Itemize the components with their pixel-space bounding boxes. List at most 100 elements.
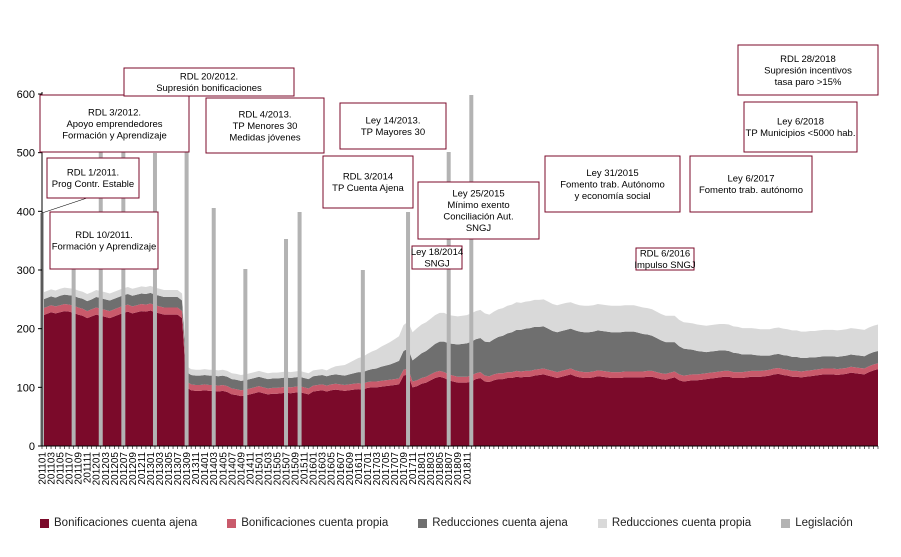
x-tick-label: 201703 xyxy=(372,452,383,486)
legislation-callout-text: Medidas jóvenes xyxy=(229,132,301,143)
x-tick-label: 201507 xyxy=(282,452,293,486)
x-tick-label: 201111 xyxy=(83,452,94,484)
legend-label-bonif-ajena: Bonificaciones cuenta ajena xyxy=(54,517,198,529)
legend-label-reduc-ajena: Reducciones cuenta ajena xyxy=(432,517,568,529)
legislation-callout-text: Formación y Aprendizaje xyxy=(62,130,167,141)
legislation-callout-box xyxy=(39,94,190,153)
x-tick-label: 201209 xyxy=(128,452,139,486)
x-tick-label: 201503 xyxy=(263,452,274,486)
y-tick-label: 500 xyxy=(17,148,35,160)
x-tick-label: 201305 xyxy=(164,452,175,486)
x-tick-label: 201405 xyxy=(218,452,229,486)
legislation-callout-text: Fomento trab. autónomo xyxy=(699,185,803,196)
x-tick-label: 201709 xyxy=(399,452,410,486)
x-tick-label: 201611 xyxy=(354,452,365,485)
y-tick-label: 600 xyxy=(17,89,35,101)
axes-group: 0100200300400500600201101201103201105201… xyxy=(17,89,879,486)
legend-item-legislacion: Legislación xyxy=(781,517,853,529)
x-tick-label: 201401 xyxy=(200,452,211,486)
x-tick-label: 201101 xyxy=(38,452,49,485)
y-tick-label: 200 xyxy=(17,324,35,336)
legend-swatch-reduc-ajena xyxy=(418,518,428,528)
x-tick-label: 201509 xyxy=(291,452,302,486)
x-tick-label: 201409 xyxy=(236,452,247,486)
legislation-callout-box xyxy=(635,247,695,271)
x-tick-label: 201105 xyxy=(56,452,67,485)
legislation-callout-text: TP Cuenta Ajena xyxy=(332,183,404,194)
x-tick-label: 201309 xyxy=(182,452,193,486)
x-tick-label: 201807 xyxy=(444,452,455,486)
x-tick-label: 201803 xyxy=(426,452,437,486)
x-tick-label: 201607 xyxy=(336,452,347,486)
x-tick-label: 201211 xyxy=(137,452,148,485)
x-tick-label: 201109 xyxy=(74,452,85,485)
legislation-callout-text: RDL 10/2011. xyxy=(75,230,133,241)
legislation-callout-text: Formación y Aprendizaje xyxy=(52,242,157,253)
legislation-callout-text: Prog Contr. Estable xyxy=(52,179,134,190)
x-tick-label: 201605 xyxy=(327,452,338,486)
x-tick-label: 201205 xyxy=(110,452,121,486)
legend-swatch-reduc-propia xyxy=(597,518,607,528)
legislation-callout-text: Mínimo exento xyxy=(447,200,509,211)
x-tick-label: 201407 xyxy=(227,452,238,486)
legend-item-reduc-propia: Reducciones cuenta propia xyxy=(597,517,752,529)
legislation-callout-box xyxy=(743,101,858,153)
legislation-callout-text: Apoyo emprendedores xyxy=(66,119,162,130)
area-reducciones-cuenta-propia xyxy=(42,285,878,381)
legend: Bonificaciones cuenta ajena Bonificacion… xyxy=(40,512,890,534)
legislation-callout-box xyxy=(339,102,447,150)
legend-label-reduc-propia: Reducciones cuenta propia xyxy=(611,517,752,529)
legislation-lines-group xyxy=(40,95,474,446)
legislation-callout-text: tasa paro >15% xyxy=(775,77,842,88)
legislation-callout-text: RDL 1/2011. xyxy=(67,168,119,179)
legislation-callout-text: SNGJ xyxy=(466,223,492,234)
legislation-callout-text: y economía social xyxy=(574,191,650,202)
x-tick-label: 201711 xyxy=(408,452,419,485)
legislation-callout-text: Supresión incentivos xyxy=(764,65,852,76)
legislation-callout-box xyxy=(46,157,140,199)
x-tick-label: 201203 xyxy=(101,452,112,486)
x-tick-label: 201511 xyxy=(300,452,311,485)
legislation-callout-text: TP Mayores 30 xyxy=(361,127,425,138)
legend-label-bonif-propia: Bonificaciones cuenta propia xyxy=(241,517,389,529)
legislation-callout-text: RDL 3/2014 xyxy=(343,172,393,183)
legislation-callout-box xyxy=(123,67,295,97)
x-tick-label: 201505 xyxy=(272,452,283,486)
legislation-callout-box xyxy=(49,211,159,270)
x-tick-label: 201805 xyxy=(435,452,446,486)
area-reducciones-cuenta-ajena xyxy=(42,292,878,391)
legend-swatch-bonif-ajena xyxy=(40,518,49,528)
x-tick-label: 201107 xyxy=(65,452,76,485)
legislation-callout-text: RDL 20/2012. xyxy=(180,72,238,83)
area-series-group xyxy=(42,285,878,446)
legend-item-bonif-ajena: Bonificaciones cuenta ajena xyxy=(40,517,197,529)
legend-label-legislacion: Legislación xyxy=(795,517,853,529)
legislation-callout-box xyxy=(205,97,325,154)
legislation-callout-text: Ley 14/2013. xyxy=(366,116,421,127)
legislation-callout-text: Ley 31/2015 xyxy=(586,168,638,179)
legislation-callout-text: Ley 25/2015 xyxy=(452,189,504,200)
legislation-callout-text: Ley 18/2014 xyxy=(411,247,463,258)
x-tick-label: 201201 xyxy=(92,452,103,486)
x-tick-label: 201303 xyxy=(155,452,166,486)
legislation-callout-box xyxy=(417,181,540,240)
legislation-callout-text: Impulso SNGJ xyxy=(634,260,695,271)
x-tick-label: 201801 xyxy=(417,452,428,486)
legislation-callouts-group: RDL 1/2011.Prog Contr. Estable RDL 10/201… xyxy=(39,44,879,271)
x-tick-label: 201811 xyxy=(462,452,473,485)
legislation-callout-box xyxy=(322,155,414,209)
x-tick-label: 201311 xyxy=(191,452,202,485)
x-tick-label: 201301 xyxy=(146,452,157,486)
legislation-callout-box xyxy=(689,155,813,213)
legislation-callout-text: Fomento trab. Autónomo xyxy=(560,179,665,190)
y-tick-label: 400 xyxy=(17,206,35,218)
legislation-callout-box xyxy=(544,155,681,213)
area-bonificaciones-cuenta-ajena xyxy=(42,310,878,446)
callout-leader-line xyxy=(41,197,88,214)
legend-item-reduc-ajena: Reducciones cuenta ajena xyxy=(418,517,568,529)
legend-swatch-legislacion xyxy=(781,518,791,528)
legislation-callout-text: Ley 6/2017 xyxy=(727,174,774,185)
x-tick-label: 201701 xyxy=(363,452,374,486)
